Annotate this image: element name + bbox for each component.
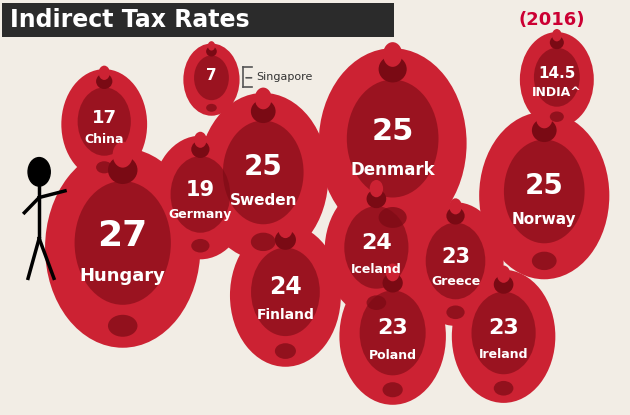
Circle shape bbox=[408, 202, 503, 326]
Circle shape bbox=[340, 268, 446, 405]
Text: Singapore: Singapore bbox=[256, 72, 312, 82]
Text: 7: 7 bbox=[206, 68, 217, 83]
Circle shape bbox=[45, 148, 200, 348]
Text: 23: 23 bbox=[377, 318, 408, 338]
Ellipse shape bbox=[532, 119, 557, 142]
Ellipse shape bbox=[192, 239, 210, 252]
Circle shape bbox=[452, 270, 556, 403]
Text: 14.5: 14.5 bbox=[538, 66, 576, 81]
Circle shape bbox=[278, 220, 292, 238]
Text: Iceland: Iceland bbox=[351, 263, 402, 276]
Text: (2016): (2016) bbox=[518, 11, 585, 29]
Circle shape bbox=[520, 32, 594, 127]
Ellipse shape bbox=[550, 36, 564, 49]
Circle shape bbox=[171, 156, 230, 233]
Text: China: China bbox=[84, 133, 124, 146]
Ellipse shape bbox=[379, 56, 407, 83]
Ellipse shape bbox=[206, 46, 217, 56]
Text: 25: 25 bbox=[372, 117, 414, 146]
Ellipse shape bbox=[367, 190, 386, 208]
Ellipse shape bbox=[108, 315, 137, 337]
Ellipse shape bbox=[382, 273, 403, 293]
Ellipse shape bbox=[532, 251, 557, 270]
Circle shape bbox=[504, 139, 585, 243]
Circle shape bbox=[426, 223, 485, 299]
Circle shape bbox=[74, 181, 171, 305]
Circle shape bbox=[28, 158, 50, 186]
Text: 23: 23 bbox=[488, 318, 519, 338]
Circle shape bbox=[552, 29, 561, 42]
Circle shape bbox=[324, 184, 428, 317]
Ellipse shape bbox=[96, 73, 112, 89]
Ellipse shape bbox=[367, 295, 386, 310]
Circle shape bbox=[319, 48, 467, 238]
Circle shape bbox=[77, 87, 131, 156]
Circle shape bbox=[449, 198, 462, 215]
Circle shape bbox=[344, 206, 408, 289]
Circle shape bbox=[536, 107, 553, 128]
Ellipse shape bbox=[550, 112, 564, 122]
Text: 25: 25 bbox=[525, 171, 564, 200]
Circle shape bbox=[198, 93, 328, 260]
Circle shape bbox=[346, 80, 438, 198]
Circle shape bbox=[251, 248, 320, 336]
Text: Finland: Finland bbox=[256, 308, 314, 322]
Text: Sweden: Sweden bbox=[229, 193, 297, 208]
Ellipse shape bbox=[251, 233, 275, 251]
Text: Hungary: Hungary bbox=[80, 267, 166, 285]
Text: 25: 25 bbox=[244, 153, 283, 181]
Text: Poland: Poland bbox=[369, 349, 416, 362]
Circle shape bbox=[386, 264, 399, 281]
Text: Indirect Tax Rates: Indirect Tax Rates bbox=[9, 8, 249, 32]
Circle shape bbox=[113, 142, 133, 168]
Ellipse shape bbox=[447, 305, 465, 319]
Ellipse shape bbox=[108, 156, 137, 184]
Circle shape bbox=[360, 290, 426, 375]
Text: 27: 27 bbox=[98, 219, 148, 253]
Ellipse shape bbox=[447, 207, 465, 225]
Ellipse shape bbox=[96, 161, 112, 173]
Ellipse shape bbox=[206, 104, 217, 112]
Text: 19: 19 bbox=[186, 180, 215, 200]
Text: Denmark: Denmark bbox=[350, 161, 435, 179]
Ellipse shape bbox=[494, 381, 513, 395]
Circle shape bbox=[208, 41, 215, 51]
Circle shape bbox=[194, 132, 207, 148]
Circle shape bbox=[471, 292, 536, 374]
Ellipse shape bbox=[275, 230, 296, 250]
Text: 24: 24 bbox=[361, 233, 392, 253]
Circle shape bbox=[223, 120, 304, 224]
Ellipse shape bbox=[382, 382, 403, 397]
Text: INDIA^: INDIA^ bbox=[532, 86, 581, 100]
FancyBboxPatch shape bbox=[2, 2, 394, 37]
Circle shape bbox=[194, 56, 229, 100]
Text: 17: 17 bbox=[92, 109, 117, 127]
Circle shape bbox=[383, 42, 403, 67]
Circle shape bbox=[99, 66, 110, 80]
Circle shape bbox=[479, 112, 609, 279]
Text: Norway: Norway bbox=[512, 212, 576, 227]
Ellipse shape bbox=[379, 207, 407, 228]
Ellipse shape bbox=[494, 275, 513, 294]
Text: Greece: Greece bbox=[431, 275, 480, 288]
Ellipse shape bbox=[251, 100, 275, 123]
Ellipse shape bbox=[275, 343, 296, 359]
Ellipse shape bbox=[192, 141, 210, 158]
Circle shape bbox=[497, 266, 510, 283]
Circle shape bbox=[61, 69, 147, 179]
Circle shape bbox=[230, 224, 341, 367]
Circle shape bbox=[183, 44, 239, 116]
Circle shape bbox=[255, 88, 272, 109]
Circle shape bbox=[370, 180, 383, 197]
Text: Ireland: Ireland bbox=[479, 349, 529, 361]
Text: 23: 23 bbox=[441, 247, 470, 267]
Text: 24: 24 bbox=[269, 275, 302, 299]
Text: Germany: Germany bbox=[169, 208, 232, 221]
Circle shape bbox=[534, 48, 580, 107]
Circle shape bbox=[152, 136, 248, 259]
